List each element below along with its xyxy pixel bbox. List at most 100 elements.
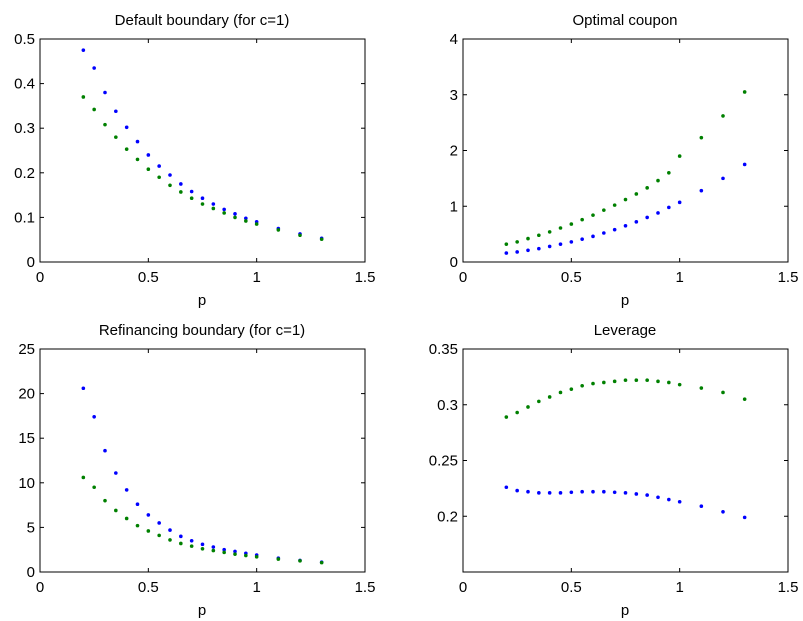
data-point bbox=[92, 107, 96, 112]
axes-box bbox=[462, 38, 789, 263]
data-point bbox=[298, 559, 302, 563]
data-point bbox=[547, 244, 552, 249]
data-point bbox=[667, 497, 671, 502]
axes-box bbox=[462, 348, 789, 573]
data-point bbox=[569, 222, 574, 226]
data-point bbox=[146, 513, 151, 517]
data-point bbox=[612, 227, 617, 232]
y-tick-label: 0.5 bbox=[14, 31, 35, 48]
x-tick-label: 0.5 bbox=[561, 269, 582, 286]
data-point bbox=[222, 547, 226, 552]
data-point bbox=[721, 390, 725, 395]
data-point bbox=[222, 211, 226, 215]
x-axis-label: p bbox=[621, 292, 629, 309]
x-axis-label: p bbox=[621, 602, 629, 619]
data-point bbox=[515, 250, 519, 254]
y-tick-label: 5 bbox=[27, 519, 35, 536]
data-point bbox=[222, 550, 226, 555]
data-point bbox=[515, 410, 519, 415]
data-point bbox=[699, 188, 704, 193]
data-point bbox=[157, 164, 161, 168]
data-point bbox=[547, 395, 552, 399]
data-point bbox=[569, 490, 574, 495]
panel-default-boundary: Default boundary (for c=1) p 0 0.5 1 1.5 0 0.… bbox=[14, 12, 375, 309]
data-point bbox=[634, 378, 639, 383]
data-point bbox=[677, 200, 682, 205]
y-tick-label: 0 bbox=[27, 254, 35, 271]
data-point bbox=[211, 545, 216, 549]
data-point bbox=[146, 153, 151, 157]
x-tick-label: 0.5 bbox=[561, 579, 582, 596]
data-point bbox=[222, 207, 226, 212]
data-point bbox=[602, 489, 606, 494]
data-point bbox=[211, 548, 216, 553]
data-point bbox=[504, 251, 509, 255]
data-point bbox=[189, 196, 194, 201]
data-point bbox=[602, 231, 606, 235]
data-point bbox=[504, 242, 509, 246]
x-tick-label: 0.5 bbox=[138, 579, 159, 596]
panel-optimal-coupon: Optimal coupon p 0 0.5 1 1.5 0 1 2 3 4 bbox=[450, 12, 799, 309]
data-point bbox=[721, 114, 725, 118]
data-point bbox=[569, 387, 574, 391]
panel-title: Leverage bbox=[594, 322, 657, 339]
x-tick-label: 0 bbox=[36, 269, 44, 286]
data-point bbox=[179, 541, 183, 546]
data-point bbox=[504, 485, 509, 490]
y-tick-label: 0.2 bbox=[437, 508, 458, 525]
data-point bbox=[558, 390, 563, 395]
data-point bbox=[233, 212, 237, 216]
data-point bbox=[667, 380, 671, 385]
y-tick-label: 20 bbox=[18, 386, 35, 403]
x-tick-label: 1.5 bbox=[355, 269, 376, 286]
data-point bbox=[537, 246, 541, 251]
y-tick-label: 0.3 bbox=[14, 120, 35, 137]
data-point bbox=[200, 196, 205, 201]
x-axis-label: p bbox=[198, 602, 206, 619]
x-tick-label: 1 bbox=[252, 269, 260, 286]
data-point bbox=[135, 523, 140, 528]
data-point bbox=[699, 135, 704, 140]
x-tick-label: 1 bbox=[675, 269, 683, 286]
data-point bbox=[103, 498, 107, 503]
data-point bbox=[103, 448, 107, 453]
data-point bbox=[537, 233, 541, 238]
data-point bbox=[558, 226, 563, 230]
data-point bbox=[135, 157, 140, 162]
data-point bbox=[211, 206, 216, 211]
data-point bbox=[81, 475, 86, 480]
data-point bbox=[742, 162, 747, 167]
x-tick-label: 0 bbox=[459, 269, 467, 286]
data-point bbox=[189, 544, 194, 548]
y-tick-label: 0.1 bbox=[14, 209, 35, 226]
data-point bbox=[656, 379, 660, 384]
data-point bbox=[189, 189, 194, 194]
data-point bbox=[114, 471, 118, 475]
data-point bbox=[634, 192, 639, 196]
y-tick-label: 1 bbox=[450, 198, 458, 215]
axes-box bbox=[39, 38, 366, 263]
data-point bbox=[742, 515, 747, 520]
data-point bbox=[526, 405, 530, 409]
data-point bbox=[667, 205, 671, 210]
data-point bbox=[244, 553, 248, 558]
data-point bbox=[157, 521, 161, 525]
data-point bbox=[81, 48, 86, 52]
axes-box bbox=[39, 348, 366, 573]
data-point bbox=[200, 547, 205, 551]
data-point bbox=[526, 236, 530, 241]
data-point bbox=[124, 125, 129, 130]
data-point bbox=[569, 240, 574, 244]
data-point bbox=[114, 135, 118, 139]
y-tick-label: 0.35 bbox=[429, 341, 458, 358]
data-point bbox=[721, 176, 725, 181]
x-tick-label: 1 bbox=[252, 579, 260, 596]
data-point bbox=[254, 222, 259, 226]
data-point bbox=[623, 491, 628, 495]
data-point bbox=[81, 386, 86, 391]
data-point bbox=[634, 492, 639, 496]
data-point bbox=[233, 215, 237, 220]
panel-title: Optimal coupon bbox=[572, 12, 677, 29]
y-tick-label: 10 bbox=[18, 475, 35, 492]
data-point bbox=[591, 234, 595, 239]
